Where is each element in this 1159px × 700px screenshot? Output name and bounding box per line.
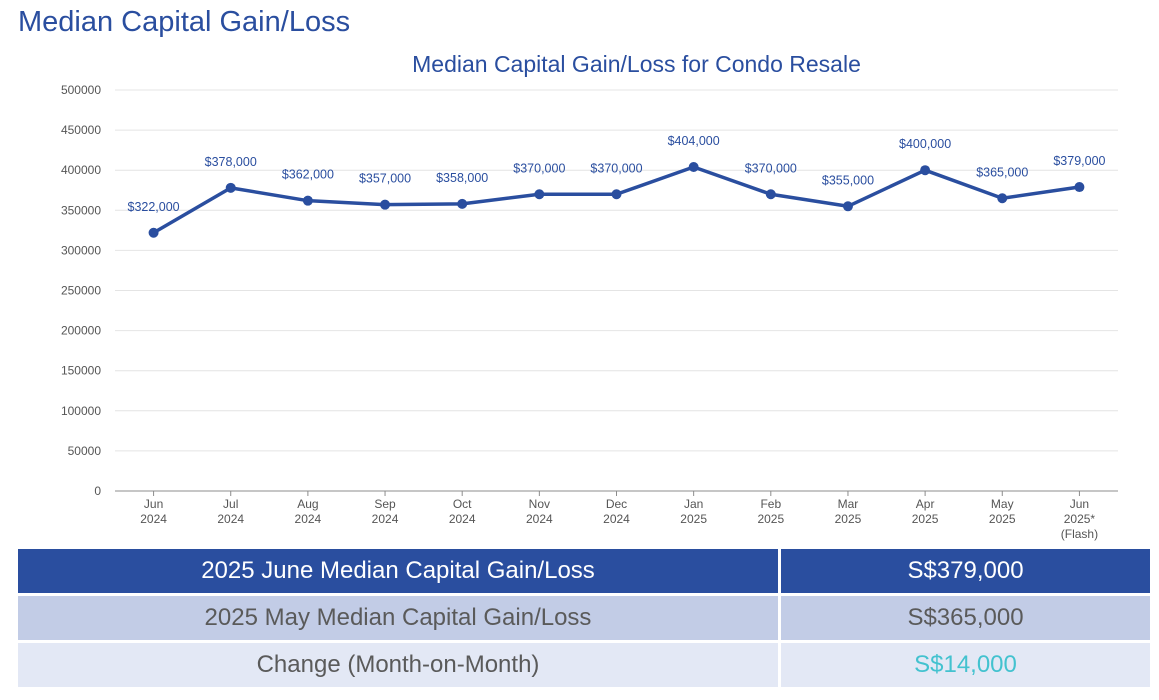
summary-value: S$365,000: [781, 596, 1150, 643]
data-label: $357,000: [359, 172, 411, 186]
data-label: $370,000: [590, 161, 642, 175]
data-point: [380, 199, 391, 210]
data-label: $355,000: [822, 173, 874, 187]
data-point: [765, 189, 776, 200]
x-tick-label: May 2025: [989, 497, 1016, 526]
data-label: $400,000: [899, 137, 951, 151]
data-point: [688, 161, 699, 172]
x-tick-label: Nov 2024: [526, 497, 553, 526]
x-tick-label: Apr 2025: [912, 497, 939, 526]
x-tick-label: Jan 2025: [680, 497, 707, 526]
y-tick-label: 400000: [61, 163, 101, 177]
y-tick-label: 300000: [61, 243, 101, 257]
data-label: $370,000: [513, 161, 565, 175]
y-tick-label: 150000: [61, 364, 101, 378]
data-label: $362,000: [282, 168, 334, 182]
data-point: [457, 198, 468, 209]
data-point: [534, 189, 545, 200]
summary-label: 2025 June Median Capital Gain/Loss: [18, 549, 781, 596]
chart-title: Median Capital Gain/Loss for Condo Resal…: [412, 51, 861, 77]
summary-table: 2025 June Median Capital Gain/Loss S$379…: [18, 549, 1150, 687]
data-label: $365,000: [976, 165, 1028, 179]
table-row: 2025 June Median Capital Gain/Loss S$379…: [18, 549, 1150, 596]
y-tick-label: 250000: [61, 284, 101, 298]
y-tick-label: 500000: [61, 83, 101, 97]
data-point: [302, 195, 313, 206]
data-label: $404,000: [668, 134, 720, 148]
data-label: $370,000: [745, 161, 797, 175]
x-tick-label: Aug 2024: [295, 497, 322, 526]
data-point: [997, 193, 1008, 204]
x-tick-label: Jul 2024: [217, 497, 244, 526]
data-label: $379,000: [1053, 154, 1105, 168]
summary-label: 2025 May Median Capital Gain/Loss: [18, 596, 781, 643]
data-label: $322,000: [128, 200, 180, 214]
data-point: [1074, 182, 1085, 193]
data-point: [611, 189, 622, 200]
data-label: $358,000: [436, 171, 488, 185]
x-tick-label: Feb 2025: [757, 497, 784, 526]
table-row: 2025 May Median Capital Gain/Loss S$365,…: [18, 596, 1150, 643]
y-tick-label: 350000: [61, 203, 101, 217]
y-tick-label: 450000: [61, 123, 101, 137]
x-tick-label: Jun 2024: [140, 497, 167, 526]
line-chart: Median Capital Gain/Loss for Condo Resal…: [61, 51, 1118, 541]
summary-value: S$379,000: [781, 549, 1150, 596]
data-point: [148, 227, 159, 238]
data-point: [225, 182, 236, 193]
summary-label: Change (Month-on-Month): [18, 643, 781, 687]
y-tick-label: 50000: [68, 444, 102, 458]
x-tick-label: Mar 2025: [835, 497, 862, 526]
y-tick-label: 100000: [61, 404, 101, 418]
data-point: [920, 165, 931, 176]
data-point: [842, 201, 853, 212]
x-tick-label: Sep 2024: [372, 497, 399, 526]
summary-change-value: S$14,000: [781, 643, 1150, 687]
x-tick-label: Jun 2025* (Flash): [1061, 497, 1098, 541]
page-title: Median Capital Gain/Loss: [18, 6, 351, 38]
data-label: $378,000: [205, 155, 257, 169]
table-row: Change (Month-on-Month) S$14,000: [18, 643, 1150, 687]
y-tick-label: 0: [94, 484, 101, 498]
y-tick-label: 200000: [61, 324, 101, 338]
x-tick-label: Oct 2024: [449, 497, 476, 526]
x-tick-label: Dec 2024: [603, 497, 630, 526]
